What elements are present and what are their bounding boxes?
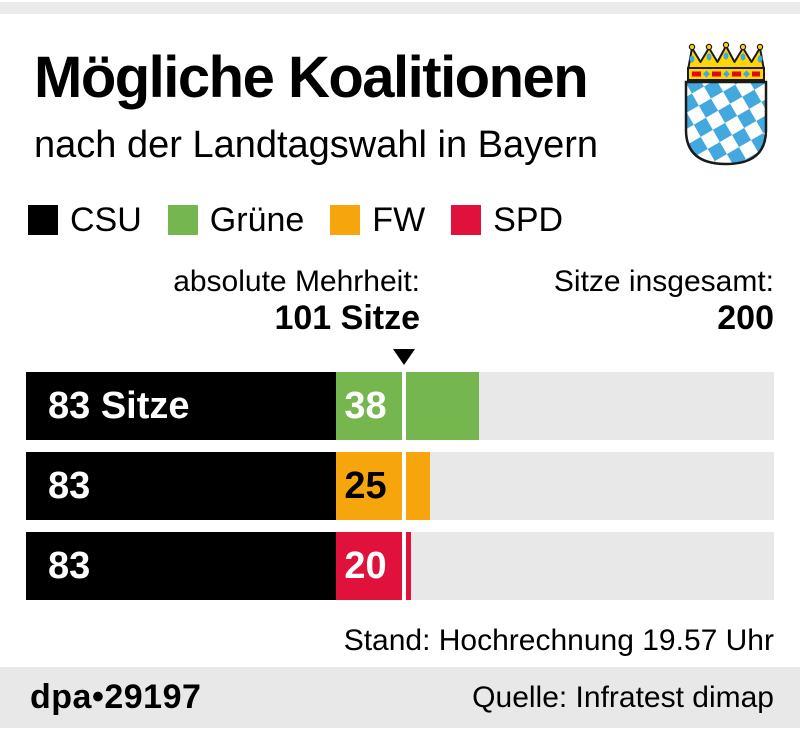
total-annotation: Sitze insgesamt: 200 [554,265,774,337]
total-value: 200 [717,299,774,338]
bars: 83 Sitze 38 83 25 83 20 [26,372,774,601]
legend-swatch-icon [330,205,361,236]
page-subtitle: nach der Landtagswahl in Bayern [34,123,599,166]
bar-segment-csu: 83 Sitze [26,372,337,441]
legend-item-fw: FW [330,203,425,237]
bar-segment-spd: 20 [336,532,412,601]
chart-area: absolute Mehrheit: 101 Sitze Sitze insge… [26,265,774,601]
legend-label: Grüne [209,201,305,240]
page-title: Mögliche Koalitionen [34,45,589,110]
legend-item-csu: CSU [28,203,142,237]
segment-label: 83 [48,465,91,508]
segment-label: 20 [344,545,387,588]
marker-row [26,349,774,366]
bavaria-coat-of-arms-icon [684,41,768,166]
legend-swatch-icon [28,205,58,236]
legend-item-spd: SPD [451,203,563,237]
annotation-row: absolute Mehrheit: 101 Sitze Sitze insge… [26,265,774,337]
legend-item-grüne: Grüne [167,201,305,240]
majority-annotation: absolute Mehrheit: 101 Sitze [26,265,420,337]
majority-marker-triangle-icon [392,349,415,366]
bar-segment-fw: 25 [336,452,430,521]
total-label: Sitze insgesamt: [553,265,774,299]
segment-label: 83 Sitze [48,385,190,428]
segment-label: 83 [48,545,91,588]
majority-label: absolute Mehrheit: [173,265,420,299]
segment-label: 38 [344,385,387,428]
legend-swatch-icon [167,205,198,236]
footer-band: dpa•29197 Quelle: Infratest dimap [0,667,800,729]
legend-label: SPD [493,201,564,240]
top-gray-strip [0,2,800,14]
majority-line [401,372,406,441]
bar-segment-csu: 83 [26,452,337,521]
legend: CSU Grüne FW SPD [28,203,800,237]
coalition-bar-row: 83 20 [26,532,774,601]
coalition-bar-row: 83 Sitze 38 [26,372,774,441]
majority-value: 101 Sitze [274,299,420,338]
bar-segment-csu: 83 [26,532,337,601]
bar-segment-gruene: 38 [336,372,479,441]
dpa-credit: dpa•29197 [30,678,202,717]
coalition-bar-row: 83 25 [26,452,774,521]
status-line: Stand: Hochrechnung 19.57 Uhr [343,624,774,658]
majority-line [401,532,406,601]
majority-line [401,452,406,521]
legend-swatch-icon [451,205,482,236]
header: Mögliche Koalitionen nach der Landtagswa… [0,14,800,167]
legend-label: FW [372,201,426,240]
segment-label: 25 [344,465,387,508]
source-credit: Quelle: Infratest dimap [472,680,774,714]
legend-label: CSU [70,201,142,240]
